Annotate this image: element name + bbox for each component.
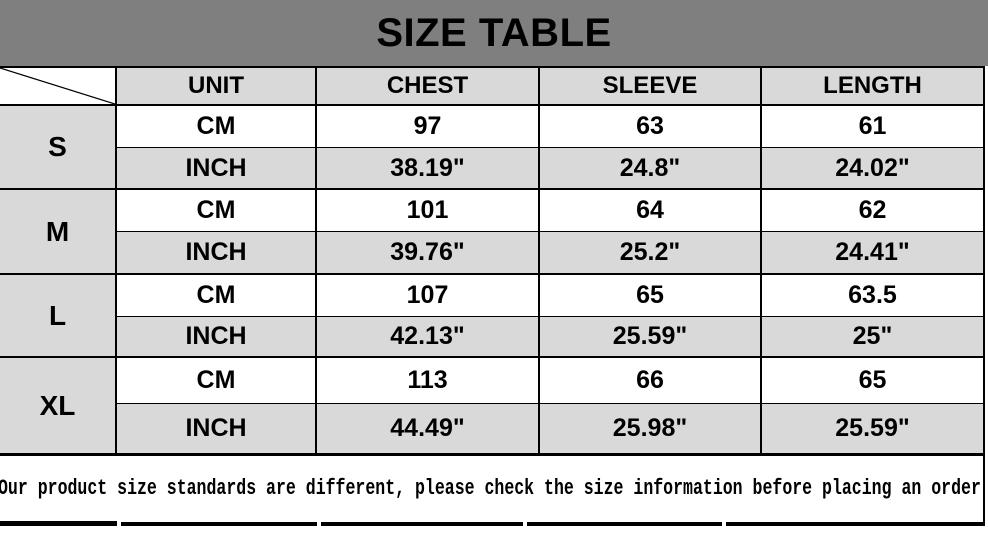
size-cell-l: L <box>0 275 117 358</box>
cell-l-inch-length: 25" <box>762 317 985 358</box>
cell-l-inch-chest: 42.13" <box>317 317 540 358</box>
cell-m-inch-sleeve: 25.2" <box>540 232 762 275</box>
unit-cell-m-cm: CM <box>117 190 317 232</box>
cell-l-cm-chest: 107 <box>317 275 540 317</box>
border-segment <box>527 522 722 526</box>
cell-s-cm-length: 61 <box>762 106 985 148</box>
cell-l-inch-sleeve: 25.59" <box>540 317 762 358</box>
unit-cell-m-inch: INCH <box>117 232 317 275</box>
cell-m-cm-length: 62 <box>762 190 985 232</box>
title-bar: SIZE TABLE <box>0 0 988 66</box>
diagonal-line-icon <box>0 68 115 104</box>
column-header-sleeve: SLEEVE <box>540 66 762 106</box>
cell-l-cm-length: 63.5 <box>762 275 985 317</box>
cell-s-inch-sleeve: 24.8" <box>540 148 762 190</box>
cell-xl-inch-chest: 44.49" <box>317 404 540 456</box>
column-header-length: LENGTH <box>762 66 985 106</box>
cell-xl-cm-chest: 113 <box>317 358 540 404</box>
size-cell-xl: XL <box>0 358 117 456</box>
unit-cell-s-inch: INCH <box>117 148 317 190</box>
note-row: Our product size standards are different… <box>0 456 985 520</box>
cell-l-cm-sleeve: 65 <box>540 275 762 317</box>
right-border-tick <box>983 514 985 526</box>
cell-xl-cm-length: 65 <box>762 358 985 404</box>
cell-s-cm-sleeve: 63 <box>540 106 762 148</box>
column-header-unit: UNIT <box>117 66 317 106</box>
border-segment <box>321 522 523 526</box>
unit-cell-l-inch: INCH <box>117 317 317 358</box>
cell-s-cm-chest: 97 <box>317 106 540 148</box>
size-cell-m: M <box>0 190 117 275</box>
size-cell-s: S <box>0 106 117 190</box>
border-segment <box>121 522 317 526</box>
unit-cell-s-cm: CM <box>117 106 317 148</box>
cell-xl-inch-length: 25.59" <box>762 404 985 456</box>
size-table: UNIT CHEST SLEEVE LENGTH S CM 97 63 61 I… <box>0 66 985 456</box>
corner-cell <box>0 66 117 106</box>
column-header-chest: CHEST <box>317 66 540 106</box>
cell-xl-cm-sleeve: 66 <box>540 358 762 404</box>
border-segment <box>0 521 117 526</box>
unit-cell-xl-inch: INCH <box>117 404 317 456</box>
bottom-partial-row <box>0 514 988 533</box>
cell-m-cm-chest: 101 <box>317 190 540 232</box>
cell-m-cm-sleeve: 64 <box>540 190 762 232</box>
cell-s-inch-chest: 38.19" <box>317 148 540 190</box>
cell-m-inch-chest: 39.76" <box>317 232 540 275</box>
border-segment <box>726 522 985 526</box>
page-title: SIZE TABLE <box>376 10 612 55</box>
note-text: Our product size standards are different… <box>0 475 981 501</box>
unit-cell-xl-cm: CM <box>117 358 317 404</box>
cell-s-inch-length: 24.02" <box>762 148 985 190</box>
cell-xl-inch-sleeve: 25.98" <box>540 404 762 456</box>
unit-cell-l-cm: CM <box>117 275 317 317</box>
cell-m-inch-length: 24.41" <box>762 232 985 275</box>
